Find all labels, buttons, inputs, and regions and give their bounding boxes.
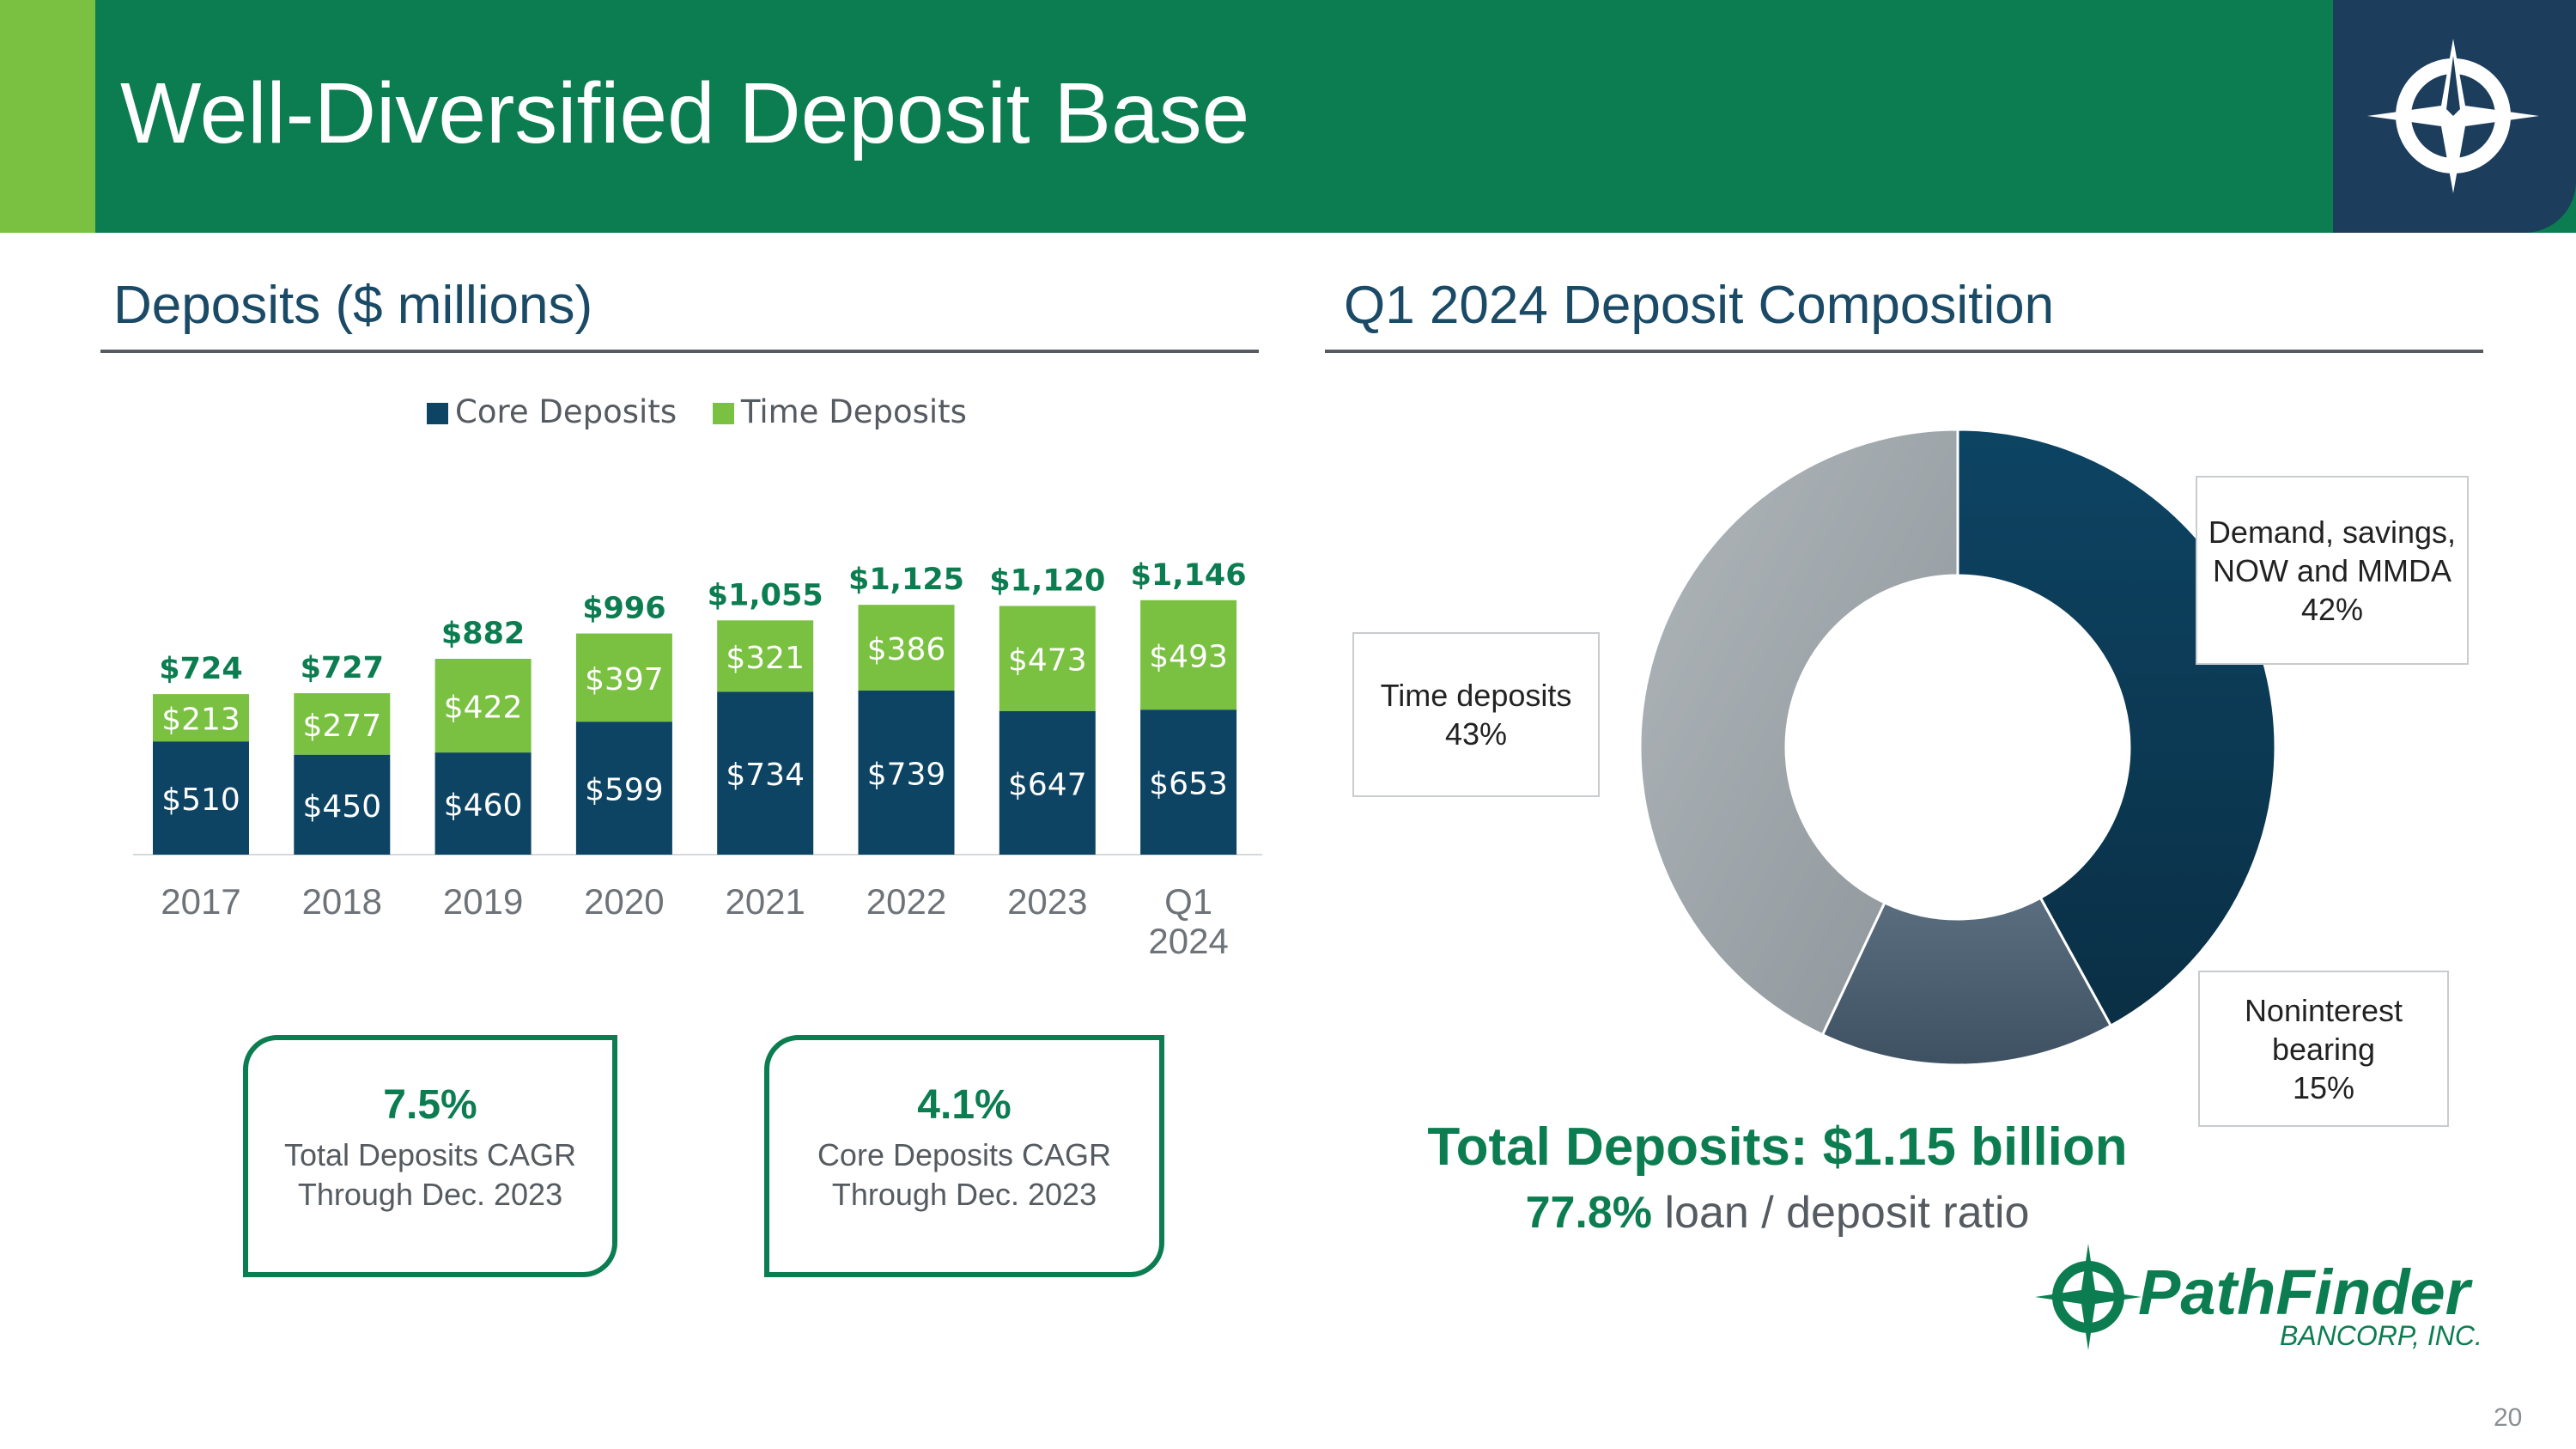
time-value-label: $213 [161, 703, 240, 738]
loan-deposit-ratio: 77.8% loan / deposit ratio [1340, 1187, 2215, 1239]
bar-core-Q1-2024 [1140, 709, 1237, 855]
bar-time-Q1-2024 [1140, 600, 1237, 710]
x-tick-label: 2019 [443, 881, 523, 922]
total-value-label: $996 [582, 592, 665, 626]
bar-core-2019 [434, 752, 532, 855]
left-section-divider [100, 350, 1259, 353]
total-value-label: $724 [159, 652, 242, 686]
total-value-label: $1,055 [708, 578, 823, 612]
demand-label-line3: 42% [2300, 591, 2364, 627]
x-tick-label: 2021 [725, 881, 805, 922]
bar-time-2023 [999, 606, 1096, 711]
right-section-divider [1325, 350, 2483, 353]
legend-label-time: Time Deposits [740, 393, 967, 430]
pathfinder-compass-icon [2035, 1244, 2142, 1350]
ratio-label: loan / deposit ratio [1664, 1188, 2030, 1238]
core-value-label: $599 [585, 773, 664, 808]
bar-core-2017 [153, 741, 249, 855]
bar-time-2017 [153, 694, 249, 742]
bar-core-2021 [717, 691, 814, 855]
time-value-label: $473 [1008, 643, 1087, 679]
noninterest-slice-label: Noninterest bearing 15% [2198, 971, 2449, 1127]
time-value-label: $422 [444, 691, 523, 726]
donut-slice-time [1638, 428, 1959, 1037]
time-value-label: $493 [1149, 639, 1228, 674]
total-cagr-value: 7.5% [383, 1082, 477, 1128]
donut-slice-noninterest [1820, 896, 2113, 1067]
x-tick-label: 2018 [302, 881, 382, 922]
demand-label-line2: NOW and MMDA [2212, 552, 2452, 588]
time-value-label: $321 [726, 641, 805, 676]
noninterest-label-line1: Noninterest [2244, 992, 2403, 1028]
x-tick-label: 2023 [1007, 881, 1087, 922]
demand-slice-label: Demand, savings, NOW and MMDA 42% [2196, 476, 2469, 665]
brand-sub: BANCORP, INC. [2280, 1320, 2482, 1351]
compass-star-icon [2367, 39, 2539, 193]
x-tick-label: 2020 [584, 881, 664, 922]
deposits-section-title: Deposits ($ millions) [113, 276, 593, 335]
core-value-label: $739 [867, 757, 946, 792]
total-value-label: $882 [441, 617, 525, 651]
legend-swatch-core [427, 403, 448, 424]
header-logo-panel [2333, 0, 2576, 233]
legend-label-core: Core Deposits [455, 393, 677, 430]
legend-swatch-time [712, 403, 734, 424]
noninterest-label-line2: bearing [2271, 1031, 2376, 1067]
total-cagr-callout: 7.5% Total Deposits CAGR Through Dec. 20… [243, 1035, 617, 1277]
bar-time-2022 [858, 605, 955, 691]
pathfinder-logo: PathFinder BANCORP, INC. [2035, 1244, 2482, 1351]
ratio-value: 77.8% [1525, 1188, 1653, 1238]
x-tick-label: 2024 [1148, 921, 1228, 961]
total-value-label: $1,125 [848, 563, 964, 597]
x-tick-label: 2022 [866, 881, 946, 922]
total-value-label: $1,120 [989, 563, 1105, 598]
bar-core-2023 [999, 710, 1096, 855]
header-accent-bar [0, 0, 95, 233]
core-value-label: $510 [161, 782, 240, 818]
time-label-line1: Time deposits [1380, 678, 1572, 713]
core-cagr-line2: Through Dec. 2023 [831, 1177, 1097, 1212]
header-banner [0, 0, 2576, 233]
bar-time-2021 [717, 620, 814, 692]
time-value-label: $397 [585, 662, 664, 697]
legend-item-time: Time Deposits [712, 393, 967, 430]
time-value-label: $386 [867, 632, 946, 667]
x-tick-label: 2017 [161, 881, 240, 922]
core-value-label: $460 [444, 788, 523, 824]
time-label-line2: 43% [1444, 716, 1508, 752]
core-cagr-callout: 4.1% Core Deposits CAGR Through Dec. 202… [764, 1035, 1164, 1277]
time-slice-label: Time deposits 43% [1352, 632, 1600, 797]
brand-name: PathFinder [2138, 1257, 2474, 1328]
bar-time-2019 [434, 659, 532, 753]
total-value-label: $727 [301, 651, 384, 685]
total-deposits-summary: Total Deposits: $1.15 billion [1427, 1117, 2128, 1177]
total-cagr-line2: Through Dec. 2023 [297, 1177, 563, 1212]
core-value-label: $734 [726, 758, 805, 793]
time-value-label: $277 [302, 709, 381, 744]
core-value-label: $647 [1008, 767, 1087, 802]
core-cagr-value: 4.1% [917, 1082, 1012, 1128]
legend-item-core: Core Deposits [427, 393, 677, 430]
demand-label-line1: Demand, savings, [2208, 514, 2457, 550]
bar-time-2020 [575, 633, 672, 722]
bar-core-2020 [575, 721, 672, 855]
total-value-label: $1,146 [1131, 558, 1247, 593]
x-tick-label: Q1 [1164, 881, 1212, 922]
core-value-label: $450 [302, 789, 381, 825]
page-number: 20 [2494, 1403, 2523, 1432]
bar-core-2022 [858, 690, 955, 855]
bar-time-2018 [294, 693, 391, 755]
bar-core-2018 [294, 754, 391, 855]
chart-legend: Core Deposits Time Deposits [427, 393, 993, 430]
deposits-bar-chart: $510 $213 $724 2017 $450 $277 $727 2018 $460 $422… [133, 558, 1262, 961]
composition-section-title: Q1 2024 Deposit Composition [1344, 276, 2055, 335]
core-cagr-line1: Core Deposits CAGR [817, 1137, 1112, 1172]
noninterest-label-line3: 15% [2292, 1069, 2355, 1105]
total-cagr-line1: Total Deposits CAGR [283, 1137, 577, 1172]
page-title: Well-Diversified Deposit Base [120, 65, 1250, 161]
core-value-label: $653 [1149, 767, 1228, 802]
